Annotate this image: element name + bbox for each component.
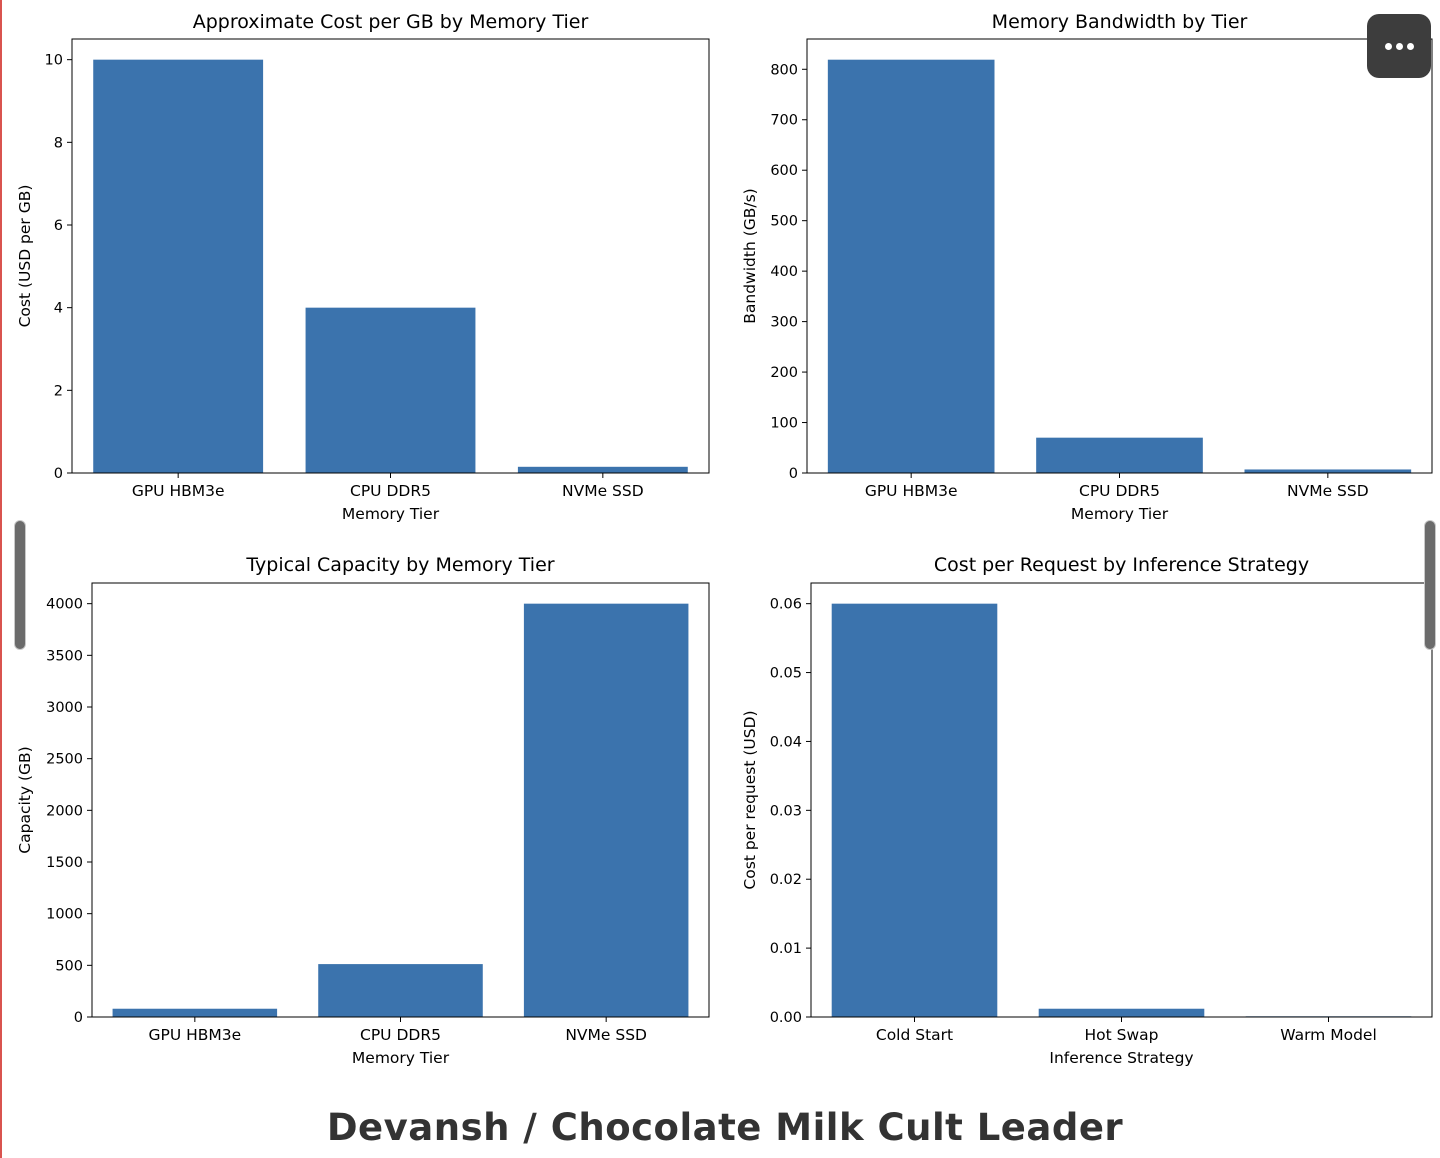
y-tick-label: 400 xyxy=(770,264,798,280)
x-axis-label: Memory Tier xyxy=(1071,505,1169,523)
bar-hot-swap xyxy=(1038,1008,1205,1017)
y-tick-label: 4 xyxy=(54,301,63,317)
y-tick-label: 600 xyxy=(770,163,798,179)
chart-title: Cost per Request by Inference Strategy xyxy=(934,554,1309,576)
chart-title: Approximate Cost per GB by Memory Tier xyxy=(193,11,589,33)
bar-nvme-ssd xyxy=(523,603,689,1017)
x-tick-label: CPU DDR5 xyxy=(1079,482,1160,500)
x-tick-label: CPU DDR5 xyxy=(360,1026,441,1044)
y-tick-label: 8 xyxy=(54,135,63,151)
y-tick-label: 800 xyxy=(770,62,798,78)
y-tick-label: 2500 xyxy=(46,752,83,768)
y-tick-label: 700 xyxy=(770,113,798,129)
bar-nvme-ssd xyxy=(517,466,688,473)
bar-nvme-ssd xyxy=(1244,469,1412,473)
bar-cpu-ddr5 xyxy=(305,307,476,473)
y-tick-label: 2000 xyxy=(46,803,83,819)
x-tick-label: GPU HBM3e xyxy=(132,482,225,500)
footer-credit: Devansh / Chocolate Milk Cult Leader xyxy=(326,1106,1124,1149)
y-axis-label: Bandwidth (GB/s) xyxy=(741,188,759,323)
y-tick-label: 10 xyxy=(45,53,63,69)
y-tick-label: 0.06 xyxy=(770,597,802,613)
chart-title: Typical Capacity by Memory Tier xyxy=(245,554,554,576)
x-tick-label: NVMe SSD xyxy=(562,482,644,500)
y-tick-label: 0.01 xyxy=(770,941,802,957)
x-tick-label: NVMe SSD xyxy=(565,1026,647,1044)
x-tick-label: Hot Swap xyxy=(1085,1026,1159,1044)
y-tick-label: 0.02 xyxy=(770,872,802,888)
y-tick-label: 100 xyxy=(770,416,798,432)
y-tick-label: 200 xyxy=(770,365,798,381)
y-tick-label: 0 xyxy=(54,466,63,482)
bar-gpu-hbm3e xyxy=(112,1008,278,1017)
y-tick-label: 500 xyxy=(770,214,798,230)
y-axis-label: Capacity (GB) xyxy=(16,746,34,853)
x-tick-label: GPU HBM3e xyxy=(148,1026,241,1044)
y-tick-label: 3500 xyxy=(46,648,83,664)
chart-panel-3: 0 500 1000 1500 2000 2500 3000 3500 4000 GPU HBM3… xyxy=(16,554,710,1067)
y-tick-label: 500 xyxy=(55,958,83,974)
y-tick-label: 2 xyxy=(54,383,63,399)
y-tick-label: 0.03 xyxy=(770,803,802,819)
y-tick-label: 0.00 xyxy=(770,1010,802,1026)
more-horizontal-icon xyxy=(1384,42,1414,50)
x-tick-label: GPU HBM3e xyxy=(865,482,958,500)
more-options-button[interactable] xyxy=(1367,14,1431,78)
y-tick-label: 1500 xyxy=(46,855,83,871)
y-tick-label: 0.04 xyxy=(770,734,802,750)
right-scroll-handle[interactable] xyxy=(1424,520,1436,650)
y-tick-label: 0 xyxy=(789,466,798,482)
chart-title: Memory Bandwidth by Tier xyxy=(992,11,1248,33)
x-tick-label: Cold Start xyxy=(876,1026,953,1044)
left-scroll-handle[interactable] xyxy=(14,520,26,650)
chart-panel-4: 0.00 0.01 0.02 0.03 0.04 0.05 0.06 Cold Start Ho… xyxy=(741,554,1433,1067)
bar-cpu-ddr5 xyxy=(318,964,483,1017)
x-axis-label: Memory Tier xyxy=(342,505,440,523)
charts-grid: 0 2 4 6 8 10 GPU HBM3e CPU DDR5 NVMe SSD Approxim… xyxy=(16,11,1433,1067)
x-tick-label: CPU DDR5 xyxy=(350,482,431,500)
chart-panel-2: 0 100 200 300 400 500 600 700 800 GPU HBM3e CPU DD… xyxy=(741,11,1433,523)
bar-gpu-hbm3e xyxy=(827,59,995,473)
bar-gpu-hbm3e xyxy=(93,59,264,474)
y-tick-label: 6 xyxy=(54,218,63,234)
y-tick-label: 1000 xyxy=(46,907,83,923)
y-tick-label: 4000 xyxy=(46,597,83,613)
y-tick-label: 3000 xyxy=(46,700,83,716)
y-axis-label: Cost (USD per GB) xyxy=(16,185,34,328)
y-tick-label: 0 xyxy=(74,1010,83,1026)
x-axis-label: Inference Strategy xyxy=(1049,1049,1193,1067)
x-axis-label: Memory Tier xyxy=(352,1049,450,1067)
y-tick-label: 0.05 xyxy=(770,666,802,682)
bar-cpu-ddr5 xyxy=(1036,437,1203,473)
x-tick-label: NVMe SSD xyxy=(1287,482,1369,500)
chart-panel-1: 0 2 4 6 8 10 GPU HBM3e CPU DDR5 NVMe SSD Approxim… xyxy=(16,11,710,523)
page-left-border xyxy=(0,0,2,1158)
bar-cold-start xyxy=(831,603,998,1017)
x-tick-label: Warm Model xyxy=(1280,1026,1377,1044)
y-axis-label: Cost per request (USD) xyxy=(741,710,759,889)
y-tick-label: 300 xyxy=(770,315,798,331)
